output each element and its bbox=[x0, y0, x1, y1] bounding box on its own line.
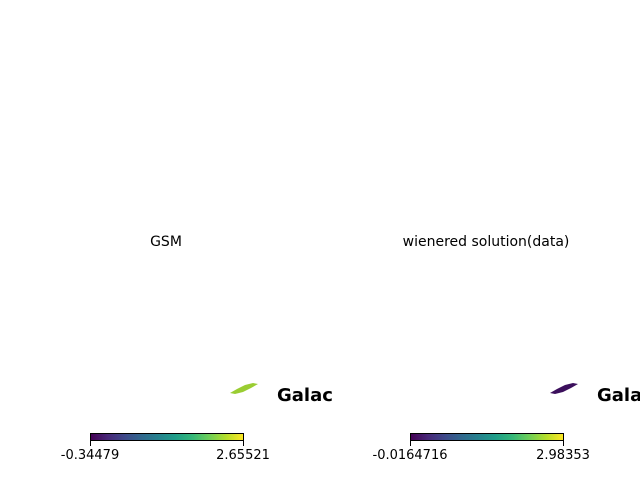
left-colorbar bbox=[90, 433, 244, 441]
left-colorbar-min-label: -0.34479 bbox=[60, 448, 120, 463]
left-colorbar-tick-max bbox=[243, 441, 244, 446]
left-map-blob bbox=[230, 383, 258, 394]
right-map-blob bbox=[550, 383, 578, 394]
left-galactic-label: Galac bbox=[277, 385, 333, 406]
left-colorbar-max-label: 2.65521 bbox=[216, 448, 270, 463]
right-panel-title: wienered solution(data) bbox=[402, 234, 570, 250]
right-colorbar-max-label: 2.98353 bbox=[536, 448, 590, 463]
right-colorbar-tick-max bbox=[563, 441, 564, 446]
right-galactic-label: Gala bbox=[597, 385, 640, 406]
right-colorbar-min-label: -0.0164716 bbox=[372, 448, 448, 463]
left-colorbar-tick-min bbox=[90, 441, 91, 446]
right-map-blob-shape bbox=[550, 383, 578, 394]
left-map-blob-shape bbox=[230, 383, 258, 394]
right-colorbar-tick-min bbox=[410, 441, 411, 446]
left-panel-title: GSM bbox=[150, 234, 182, 250]
right-colorbar bbox=[410, 433, 564, 441]
